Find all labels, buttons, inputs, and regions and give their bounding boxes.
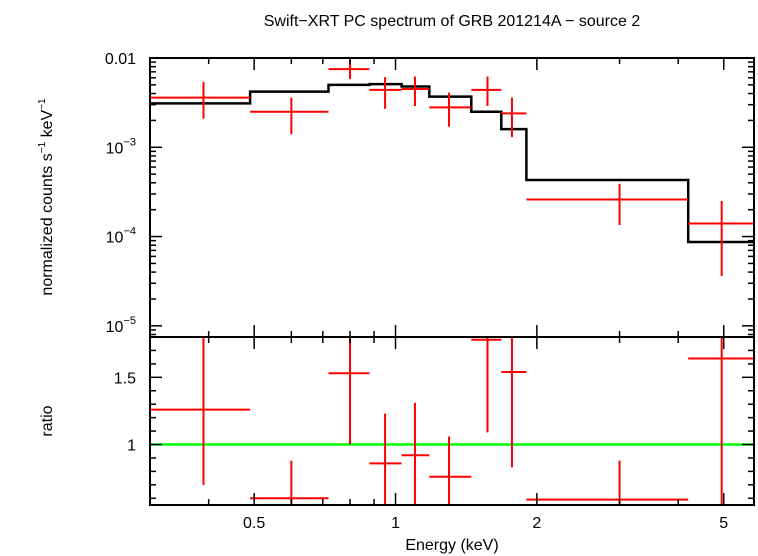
ratio-point: [471, 337, 502, 433]
ratio-point: [526, 460, 689, 505]
bottom-axis-ticks: [149, 336, 754, 505]
ratio-point: [401, 402, 430, 505]
ratio-point: [429, 436, 472, 505]
ratio-point: [501, 337, 527, 468]
ratio-points: [150, 337, 754, 505]
ratio-point: [250, 460, 329, 505]
data-point: [328, 59, 370, 80]
spectrum-panel-frame: [149, 57, 755, 338]
data-point: [471, 76, 502, 106]
data-point: [501, 97, 527, 138]
x-tick-label: 5: [719, 515, 728, 532]
ratio-panel-frame: [149, 336, 755, 506]
data-points: [150, 59, 754, 277]
x-tick-label: 0.5: [243, 515, 265, 532]
spectrum-y-axis-label: normalized counts s−1 keV−1: [37, 98, 56, 296]
y-tick-exponent: −3: [123, 136, 136, 148]
ratio-point: [369, 413, 402, 505]
ratio-point: [150, 337, 251, 485]
data-point: [526, 183, 689, 225]
y-tick-exponent: −4: [123, 226, 136, 238]
chart-title: Swift−XRT PC spectrum of GRB 201214A − s…: [264, 13, 641, 30]
data-point: [688, 201, 754, 277]
y-tick-label: 10−4: [106, 226, 136, 247]
data-point: [429, 92, 472, 127]
y-tick-label: 10−5: [106, 315, 136, 336]
data-point: [369, 77, 402, 109]
ratio-point: [328, 337, 370, 445]
data-point: [401, 76, 430, 106]
y-tick-label: 1: [127, 438, 136, 455]
y-axis-label-part: −1: [37, 98, 48, 110]
y-tick-mantissa: 0.01: [105, 51, 136, 68]
y-axis-label-part: normalized counts s: [39, 153, 56, 295]
ratio-y-axis-label: ratio: [39, 405, 56, 436]
x-tick-label: 1: [391, 515, 400, 532]
ratio-point: [688, 337, 754, 505]
y-tick-exponent: −5: [123, 315, 136, 327]
data-point: [150, 81, 251, 119]
y-tick-mantissa: 10: [106, 230, 124, 247]
ratio-panel: 0.5 1 2 5 1 1.5: [114, 336, 755, 532]
y-axis-label-part: −1: [37, 141, 48, 153]
bottom-tick-labels: 0.5 1 2 5 1 1.5: [114, 370, 729, 532]
y-axis-label-part: keV: [39, 110, 56, 142]
y-tick-mantissa: 10: [106, 140, 124, 157]
x-axis-label: Energy (keV): [405, 537, 498, 554]
y-tick-label: 0.01: [105, 51, 136, 68]
y-tick-label: 10−3: [106, 136, 136, 157]
y-tick-mantissa: 10: [106, 319, 124, 336]
y-tick-label: 1.5: [114, 370, 136, 387]
top-axis-ticks: [149, 57, 754, 337]
x-tick-label: 2: [532, 515, 541, 532]
model-step-path: [150, 82, 754, 244]
model-step-line: [150, 82, 754, 244]
data-point: [250, 97, 329, 135]
